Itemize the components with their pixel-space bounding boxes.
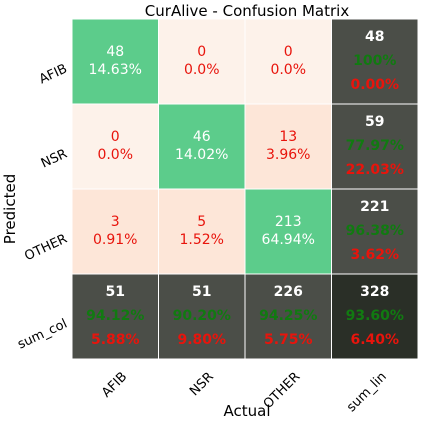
y-tick-label: OTHER	[22, 232, 69, 265]
cell-count: 51	[192, 284, 211, 300]
matrix-cell-3-2: 226 94.25% 5.75%	[244, 273, 332, 360]
cell-count: 0	[197, 44, 206, 60]
matrix-cell-1-3: 59 77.97% 22.03%	[331, 103, 419, 190]
cell-correct-percent: 77.97%	[346, 138, 404, 154]
y-tick-labels: AFIB NSR OTHER sum_col	[15, 62, 69, 353]
cell-error-percent: 5.75%	[264, 332, 313, 348]
cell-count: 213	[275, 214, 302, 230]
matrix-cell-3-1: 51 90.20% 9.80%	[158, 273, 246, 360]
matrix-cell-0-1: 0 0.0%	[158, 18, 246, 105]
cell-percent: 1.52%	[180, 232, 224, 248]
cell-background	[158, 273, 246, 360]
y-tick-label: AFIB	[37, 62, 70, 88]
cell-correct-percent: 93.60%	[346, 308, 404, 324]
cell-count: 48	[106, 44, 124, 60]
cell-error-percent: 22.03%	[346, 162, 404, 178]
y-tick-label: NSR	[39, 147, 70, 172]
cell-correct-percent: 90.20%	[173, 308, 231, 324]
y-axis-label: Predicted	[1, 174, 19, 244]
cell-percent: 0.0%	[270, 62, 306, 78]
matrix-cell-1-1: 46 14.02%	[158, 103, 246, 190]
cell-background	[71, 103, 159, 190]
cell-correct-percent: 94.25%	[259, 308, 317, 324]
cell-count: 221	[360, 199, 389, 215]
cell-correct-percent: 94.12%	[86, 308, 144, 324]
cell-error-percent: 6.40%	[350, 332, 399, 348]
x-tick-label: AFIB	[99, 369, 130, 400]
matrix-cell-3-0: 51 94.12% 5.88%	[71, 273, 159, 360]
cell-count: 13	[279, 129, 297, 145]
cell-count: 328	[360, 284, 389, 300]
x-tick-label: NSR	[187, 369, 217, 399]
cell-percent: 3.96%	[266, 147, 310, 163]
cell-count: 3	[111, 214, 120, 230]
matrix-cell-0-0: 48 14.63%	[71, 18, 159, 105]
matrix-cells: 48 14.63% 0 0.0% 0 0.0% 48 100% 0.00% 0 0.0% 46 14.0…	[71, 18, 419, 360]
cell-percent: 64.94%	[262, 232, 315, 248]
cell-percent: 14.63%	[89, 62, 142, 78]
cell-background	[331, 103, 419, 190]
matrix-cell-2-2: 213 64.94%	[244, 188, 332, 275]
cell-error-percent: 9.80%	[177, 332, 226, 348]
matrix-cell-2-1: 5 1.52%	[158, 188, 246, 275]
matrix-cell-1-2: 13 3.96%	[244, 103, 332, 190]
matrix-cell-2-0: 3 0.91%	[71, 188, 159, 275]
cell-background	[158, 103, 246, 190]
cell-correct-percent: 100%	[353, 53, 396, 69]
cell-percent: 0.0%	[97, 147, 133, 163]
cell-count: 5	[197, 214, 206, 230]
cell-count: 0	[284, 44, 293, 60]
y-tick-label: sum_col	[15, 317, 69, 353]
matrix-cell-2-3: 221 96.38% 3.62%	[331, 188, 419, 275]
cell-error-percent: 3.62%	[350, 247, 399, 263]
matrix-cell-3-3: 328 93.60% 6.40%	[331, 273, 419, 360]
cell-background	[331, 273, 419, 360]
cell-background	[71, 18, 159, 105]
cell-background	[331, 188, 419, 275]
cell-percent: 0.0%	[184, 62, 220, 78]
cell-background	[244, 18, 332, 105]
cell-count: 46	[193, 129, 211, 145]
cell-background	[158, 18, 246, 105]
cell-count: 226	[274, 284, 303, 300]
cell-count: 59	[365, 114, 384, 130]
cell-percent: 14.02%	[175, 147, 228, 163]
cell-count: 48	[365, 29, 384, 45]
cell-background	[71, 273, 159, 360]
matrix-cell-0-3: 48 100% 0.00%	[331, 18, 419, 105]
cell-correct-percent: 96.38%	[346, 223, 404, 239]
cell-percent: 0.91%	[93, 232, 137, 248]
matrix-cell-1-0: 0 0.0%	[71, 103, 159, 190]
cell-count: 0	[111, 129, 120, 145]
x-axis-label: Actual	[224, 402, 271, 420]
cell-count: 51	[106, 284, 125, 300]
cell-background	[158, 188, 246, 275]
cell-error-percent: 5.88%	[91, 332, 140, 348]
chart-title: CurAlive - Confusion Matrix	[145, 2, 350, 20]
cell-error-percent: 0.00%	[350, 77, 399, 93]
x-tick-label: sum_lin	[344, 369, 390, 415]
cell-background	[331, 18, 419, 105]
matrix-cell-0-2: 0 0.0%	[244, 18, 332, 105]
